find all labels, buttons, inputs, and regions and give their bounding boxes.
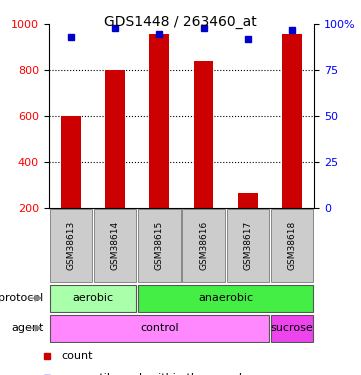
Bar bbox=[271, 315, 313, 342]
Bar bbox=[226, 209, 269, 282]
Text: GSM38616: GSM38616 bbox=[199, 221, 208, 270]
Bar bbox=[271, 209, 313, 282]
Bar bbox=[50, 315, 269, 342]
Text: sucrose: sucrose bbox=[271, 323, 313, 333]
Text: GSM38617: GSM38617 bbox=[243, 221, 252, 270]
Text: GSM38615: GSM38615 bbox=[155, 221, 164, 270]
Text: agent: agent bbox=[11, 323, 43, 333]
Bar bbox=[94, 209, 136, 282]
Bar bbox=[193, 61, 213, 208]
Bar bbox=[61, 116, 81, 208]
Text: percentile rank within the sample: percentile rank within the sample bbox=[61, 373, 249, 375]
Text: count: count bbox=[61, 351, 93, 361]
Text: GSM38614: GSM38614 bbox=[110, 221, 119, 270]
Text: GSM38613: GSM38613 bbox=[66, 221, 75, 270]
Text: GSM38618: GSM38618 bbox=[287, 221, 296, 270]
Bar bbox=[182, 209, 225, 282]
Text: anaerobic: anaerobic bbox=[198, 293, 253, 303]
Text: GDS1448 / 263460_at: GDS1448 / 263460_at bbox=[104, 15, 257, 29]
Bar bbox=[149, 34, 169, 208]
Bar bbox=[282, 34, 302, 208]
Text: protocol: protocol bbox=[0, 293, 43, 303]
Bar bbox=[105, 70, 125, 208]
Bar bbox=[138, 285, 313, 312]
Text: aerobic: aerobic bbox=[73, 293, 113, 303]
Bar bbox=[238, 193, 258, 208]
Bar bbox=[49, 209, 92, 282]
Bar bbox=[50, 285, 136, 312]
Bar bbox=[138, 209, 180, 282]
Text: control: control bbox=[140, 323, 179, 333]
